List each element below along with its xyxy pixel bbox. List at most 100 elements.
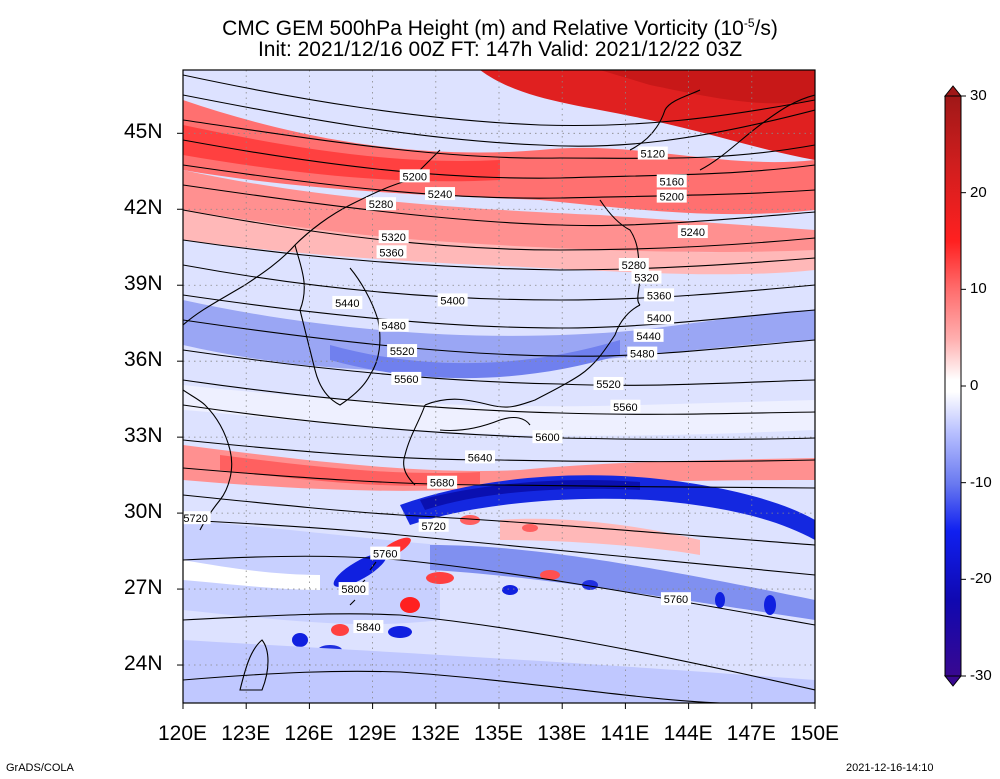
lat-label: 27N <box>124 576 163 600</box>
lat-label: 30N <box>124 500 163 524</box>
lon-label: 126E <box>284 722 334 745</box>
svg-text:5640: 5640 <box>468 452 492 464</box>
contour-label: 5440 <box>332 295 363 310</box>
svg-text:5400: 5400 <box>440 295 464 307</box>
svg-text:5520: 5520 <box>596 379 620 391</box>
contour-label: 5320 <box>631 270 662 285</box>
contour-label: 5720 <box>180 511 211 525</box>
title-superscript: -5 <box>743 16 755 30</box>
colorbar-tick-label: 10 <box>970 280 987 298</box>
contour-label: 5520 <box>387 344 418 358</box>
contour-label: 5160 <box>656 174 687 188</box>
svg-text:5520: 5520 <box>390 346 414 358</box>
colorbar-tick-label: -20 <box>970 570 992 588</box>
svg-text:5320: 5320 <box>381 232 405 244</box>
map-title-line-2: Init: 2021/12/16 00Z FT: 147h Valid: 202… <box>257 38 743 61</box>
contour-label: 5320 <box>378 230 409 244</box>
axis-ticks <box>177 132 816 709</box>
lon-label: 129E <box>347 722 397 745</box>
contour-label: 5560 <box>391 371 422 386</box>
svg-text:5240: 5240 <box>681 227 705 239</box>
svg-text:5200: 5200 <box>660 192 684 204</box>
colorbar-tick-label: -10 <box>970 473 992 491</box>
svg-text:5720: 5720 <box>183 513 207 525</box>
contour-label: 5400 <box>437 293 468 307</box>
colorbar <box>943 85 966 687</box>
colorbar-tick-label: 30 <box>970 87 987 104</box>
lon-label: 150E <box>790 722 840 745</box>
contour-label: 5760 <box>660 592 691 606</box>
contour-label: 5280 <box>366 197 397 211</box>
svg-text:5720: 5720 <box>421 521 445 533</box>
height-contours <box>183 74 815 703</box>
svg-text:5440: 5440 <box>636 331 660 343</box>
map-title-line-1: CMC GEM 500hPa Height (m) and Relative V… <box>0 10 1000 42</box>
lat-label: 24N <box>124 652 163 676</box>
contour-label: 5440 <box>633 328 664 343</box>
contour-label: 5240 <box>677 225 708 239</box>
contour-label: 5240 <box>425 187 456 201</box>
contour-label: 5720 <box>418 518 449 533</box>
svg-text:5320: 5320 <box>634 273 658 285</box>
svg-text:5280: 5280 <box>622 260 646 272</box>
contour-label: 5800 <box>338 582 369 596</box>
lat-label: 36N <box>124 348 163 372</box>
lon-label: 135E <box>474 722 524 745</box>
lon-label: 120E <box>158 722 208 745</box>
lon-label: 141E <box>600 722 650 745</box>
svg-text:5480: 5480 <box>381 321 405 333</box>
svg-text:5440: 5440 <box>335 298 359 310</box>
colorbar-bottom-triangle <box>943 675 963 687</box>
lat-label: 39N <box>124 272 163 296</box>
colorbar-tick-label: 20 <box>970 183 987 201</box>
contour-labels: 5120516052005200524052405280528053205320… <box>180 146 708 634</box>
contour-label: 5840 <box>353 620 384 634</box>
map-grid <box>183 70 815 703</box>
contour-label: 5680 <box>427 475 458 490</box>
contour-label: 5360 <box>644 288 675 302</box>
svg-text:5200: 5200 <box>402 171 426 183</box>
svg-text:5480: 5480 <box>630 349 654 361</box>
svg-text:5360: 5360 <box>647 290 671 302</box>
contour-label: 5200 <box>656 189 687 204</box>
svg-text:5400: 5400 <box>647 313 671 325</box>
svg-text:5800: 5800 <box>341 584 365 596</box>
colorbar-top-triangle <box>943 85 963 97</box>
svg-text:5160: 5160 <box>660 176 684 188</box>
contour-label: 5200 <box>399 169 430 183</box>
svg-text:5760: 5760 <box>373 549 397 561</box>
timestamp-credit: 2021-12-16-14:10 <box>846 762 934 774</box>
svg-text:5560: 5560 <box>613 402 637 414</box>
svg-text:5360: 5360 <box>379 247 403 259</box>
svg-text:5840: 5840 <box>356 622 380 634</box>
svg-text:5240: 5240 <box>428 189 452 201</box>
svg-text:5680: 5680 <box>430 478 454 490</box>
contour-label: 5400 <box>644 311 675 325</box>
contour-label: 5480 <box>378 318 409 333</box>
svg-text:5560: 5560 <box>394 374 418 386</box>
svg-text:5280: 5280 <box>369 199 393 211</box>
svg-text:5120: 5120 <box>641 149 665 161</box>
lon-label: 144E <box>663 722 713 745</box>
contour-label: 5360 <box>376 245 407 259</box>
contour-label: 5560 <box>610 399 641 414</box>
lon-label: 138E <box>537 722 587 745</box>
grads-credit: GrADS/COLA <box>6 762 74 774</box>
lat-label: 45N <box>124 120 163 144</box>
lon-label: 123E <box>221 722 271 745</box>
contour-label: 5520 <box>593 376 624 391</box>
contour-label: 5760 <box>370 546 401 561</box>
lat-label: 42N <box>124 196 163 220</box>
contour-label: 5120 <box>637 146 668 161</box>
colorbar-bar <box>944 95 962 677</box>
lat-label: 33N <box>124 424 163 448</box>
svg-text:5600: 5600 <box>535 432 559 444</box>
contour-label: 5480 <box>627 346 658 361</box>
contour-label: 5600 <box>532 430 563 444</box>
svg-text:5760: 5760 <box>664 594 688 606</box>
colorbar-tick-label: -30 <box>970 667 992 684</box>
colorbar-tick-label: 0 <box>970 377 979 394</box>
title-tail: /s) <box>754 17 778 40</box>
contour-label: 5280 <box>618 257 649 272</box>
